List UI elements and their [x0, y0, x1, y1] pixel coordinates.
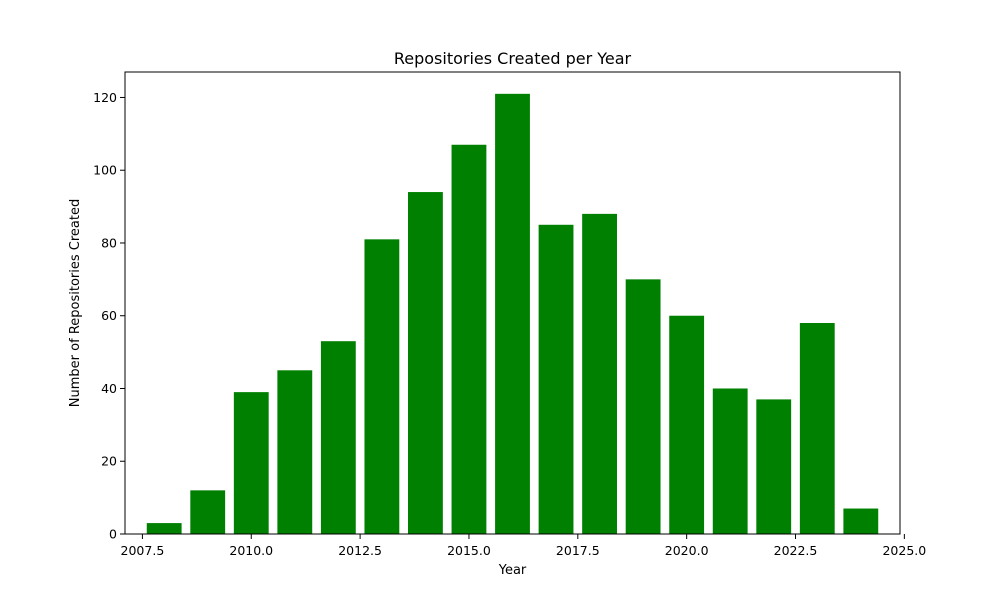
- x-tick-label: 2020.0: [665, 543, 709, 558]
- y-tick-label: 120: [93, 90, 117, 105]
- bar-2020: [669, 315, 705, 534]
- bar-2022: [756, 399, 792, 534]
- y-tick-label: 100: [93, 163, 117, 178]
- y-tick-label: 20: [101, 454, 117, 469]
- y-tick-label: 80: [101, 235, 117, 250]
- bar-2016: [495, 93, 530, 534]
- x-axis: 2007.5 2010.0 2012.5 2015.0 2017.5 2020.0 2022…: [121, 534, 926, 558]
- bar-2013: [364, 239, 400, 535]
- y-tick-label: 0: [109, 527, 117, 542]
- x-tick-label: 2025.0: [882, 543, 926, 558]
- plot-frame: [124, 71, 901, 535]
- bars-group: [146, 93, 879, 535]
- bar-2010: [233, 392, 269, 534]
- y-tick-label: 40: [101, 381, 117, 396]
- bar-2008: [146, 523, 182, 534]
- bar-2012: [320, 341, 356, 534]
- bar-2023: [799, 323, 835, 534]
- bar-2021: [712, 388, 748, 534]
- bar-2017: [538, 224, 574, 534]
- x-tick-label: 2015.0: [447, 543, 491, 558]
- bar-2024: [843, 508, 879, 534]
- x-tick-label: 2017.5: [556, 543, 600, 558]
- y-axis-label: Number of Repositories Created: [68, 199, 83, 407]
- bar-2018: [582, 213, 617, 534]
- y-tick-label: 60: [101, 308, 117, 323]
- x-axis-label: Year: [498, 563, 527, 578]
- bar-2011: [277, 370, 313, 534]
- x-tick-label: 2022.5: [774, 543, 818, 558]
- x-tick-label: 2007.5: [121, 543, 165, 558]
- y-axis: 0 20 40 60 80 100 120: [93, 90, 125, 542]
- x-tick-label: 2010.0: [229, 543, 273, 558]
- x-tick-label: 2012.5: [338, 543, 382, 558]
- chart-title: Repositories Created per Year: [394, 49, 632, 68]
- bar-2014: [408, 192, 443, 534]
- bar-2019: [625, 279, 661, 534]
- bar-2009: [190, 490, 226, 534]
- bar-2015: [451, 144, 487, 534]
